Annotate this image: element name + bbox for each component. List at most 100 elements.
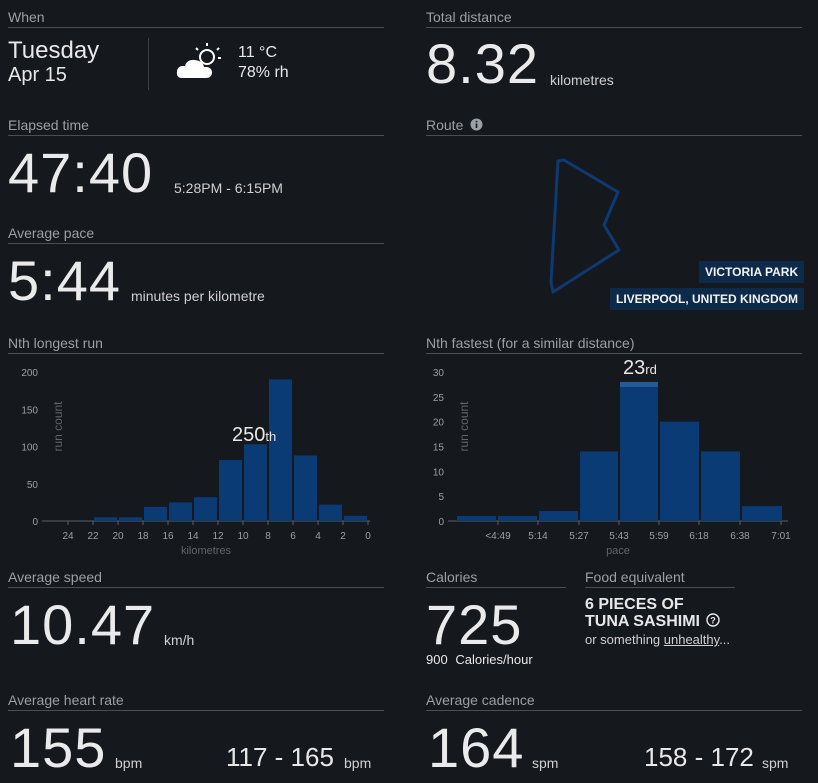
x-tick-label: 2 (340, 531, 346, 542)
help-circle-icon[interactable]: ? (706, 613, 721, 627)
bar (194, 497, 217, 521)
nth-fastest-rank-suffix: rd (645, 362, 657, 377)
route-path (549, 158, 621, 294)
nth-longest-rank-number: 250 (232, 424, 266, 446)
x-tick-label: 6:18 (689, 531, 709, 542)
y-tick-label: 200 (21, 368, 38, 379)
y-tick-label: 10 (433, 467, 445, 478)
cadence-heading: Average cadence (426, 692, 802, 711)
food-line2-text: TUNA SASHIMI (585, 613, 700, 630)
x-tick-label: 12 (212, 531, 224, 542)
bar (580, 451, 618, 521)
food-line2: TUNA SASHIMI ? (585, 613, 721, 631)
food-note-prefix: or something (585, 632, 664, 647)
food-note: or something unhealthy... (585, 632, 730, 647)
when-heading: When (8, 9, 384, 28)
y-tick-label: 30 (433, 368, 445, 379)
heart-rate-unit: bpm (115, 755, 143, 771)
x-tick-label: 10 (237, 531, 249, 542)
average-speed-heading: Average speed (8, 569, 384, 588)
bar (294, 455, 317, 521)
route-map[interactable] (540, 150, 640, 300)
bar (319, 504, 342, 521)
x-tick-label: 7:01 (771, 531, 791, 542)
x-tick-label: 24 (62, 531, 74, 542)
bar (701, 451, 740, 521)
food-heading: Food equivalent (585, 569, 735, 588)
bar (457, 516, 496, 521)
route-heading-label: Route (426, 117, 464, 133)
average-speed-value: 10.47 (10, 593, 156, 656)
nth-fastest-chart: 30 25 20 15 10 5 0 run count <4:49 5:14 5:27 5:43 5:… (433, 368, 791, 557)
temperature: 11 °C (238, 44, 278, 61)
x-tick-label: 4 (315, 531, 321, 542)
average-pace-unit: minutes per kilometre (131, 288, 265, 304)
x-tick-label: 0 (365, 531, 371, 542)
x-tick-label: 14 (187, 531, 199, 542)
calories-heading: Calories (426, 569, 566, 588)
bar (539, 511, 578, 521)
day-label: Tuesday (8, 37, 100, 64)
x-tick-label: 16 (162, 531, 174, 542)
y-tick-label: 100 (21, 443, 38, 454)
heart-rate-heading: Average heart rate (8, 692, 384, 711)
humidity: 78% rh (238, 64, 289, 81)
x-tick-label: 5:14 (528, 531, 548, 542)
bar (344, 515, 367, 521)
cadence-unit: spm (532, 755, 559, 771)
calories-rate-value: 900 (426, 652, 448, 667)
y-tick-label: 0 (438, 517, 444, 528)
date-label: Apr 15 (8, 64, 67, 86)
y-axis-label: run count (51, 401, 65, 452)
total-distance-heading: Total distance (426, 9, 802, 28)
nth-fastest-rank: 23rd (623, 357, 657, 380)
x-tick-label: 6:38 (730, 531, 750, 542)
nth-longest-heading: Nth longest run (8, 335, 384, 354)
bar (269, 379, 292, 521)
food-line1: 6 PIECES OF (585, 596, 684, 613)
x-tick-label: 5:59 (649, 531, 669, 542)
x-tick-label: 18 (137, 531, 149, 542)
calories-rate-unit: Calories/hour (455, 652, 533, 667)
y-axis-label: run count (457, 401, 471, 452)
x-tick-label: 6 (290, 531, 296, 542)
heart-rate-range: 117 - 165 (226, 742, 334, 772)
partly-cloudy-icon (176, 43, 221, 78)
x-tick-label: 8 (265, 531, 271, 542)
bar (94, 517, 117, 521)
info-icon[interactable] (470, 118, 483, 131)
bar (660, 421, 699, 521)
calories-rate: 900 Calories/hour (426, 652, 533, 667)
average-pace-value: 5:44 (8, 249, 121, 312)
bar (119, 517, 142, 521)
x-tick-label: 5:43 (609, 531, 629, 542)
y-tick-label: 20 (433, 418, 445, 429)
bar (244, 444, 267, 521)
total-distance-unit: kilometres (550, 72, 614, 88)
y-tick-label: 150 (21, 405, 38, 416)
y-tick-label: 50 (27, 480, 39, 491)
x-tick-label: <4:49 (485, 531, 511, 542)
food-note-suffix: ... (719, 632, 731, 647)
nth-fastest-heading: Nth fastest (for a similar distance) (426, 335, 802, 354)
divider (148, 38, 149, 90)
total-distance-value: 8.32 (426, 32, 539, 95)
cadence-range: 158 - 172 (644, 742, 754, 772)
nth-longest-rank-suffix: th (265, 429, 277, 444)
elapsed-time-value: 47:40 (8, 141, 154, 204)
calories-value: 725 (426, 593, 523, 656)
route-place-tag: VICTORIA PARK (699, 261, 805, 283)
x-axis-label: pace (606, 545, 630, 557)
y-tick-label: 5 (438, 492, 444, 503)
heart-rate-value: 155 (10, 716, 107, 779)
x-tick-label: 22 (87, 531, 99, 542)
unhealthy-link[interactable]: unhealthy (663, 632, 720, 647)
bar (498, 516, 537, 521)
x-tick-label: 5:27 (569, 531, 589, 542)
bar (144, 506, 167, 521)
heart-rate-range-unit: bpm (344, 755, 372, 771)
bar (742, 506, 782, 521)
y-tick-label: 25 (433, 393, 445, 404)
route-heading: Route (426, 117, 802, 136)
